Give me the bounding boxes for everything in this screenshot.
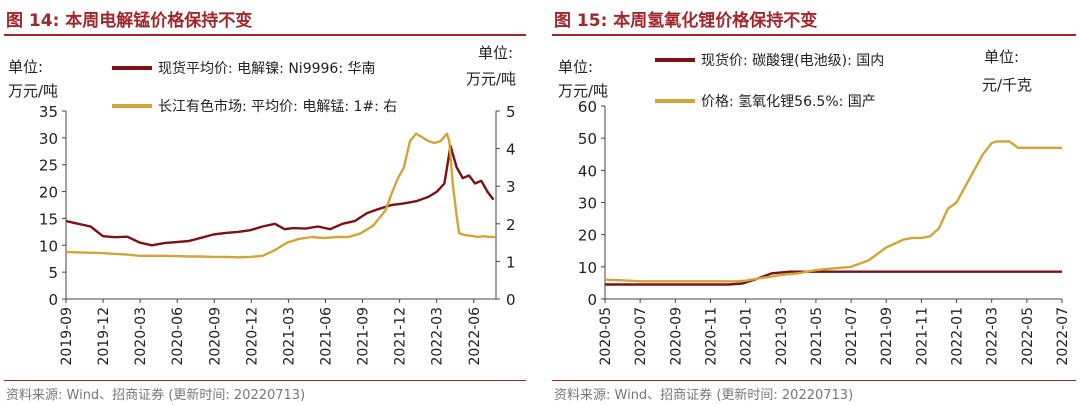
x-tick-label: 2021-12: [393, 307, 409, 366]
x-tick-label: 2022-07: [1055, 307, 1071, 366]
left-y-tick-label: 5: [48, 264, 58, 282]
x-tick-label: 2022-06: [467, 307, 483, 366]
left-y-tick-label: 30: [39, 130, 58, 148]
x-tick-label: 2020-06: [170, 307, 186, 366]
figure-15-source-rule: [552, 380, 1076, 381]
x-tick-label: 2021-05: [809, 307, 825, 366]
left-y-tick-label: 10: [578, 259, 597, 277]
x-tick-label: 2022-01: [950, 307, 966, 366]
x-tick-label: 2021-01: [739, 307, 755, 366]
left-y-tick-label: 15: [39, 210, 58, 228]
figure-15-title-rule: [552, 34, 1076, 36]
figure-15-chart: 单位: 万元/吨 单位: 元/千克 0 10 20 30 40 50 60 2020-05 20…: [558, 48, 1071, 366]
left-y-tick-label: 0: [48, 291, 58, 309]
left-unit-label-line2: 万元/吨: [8, 82, 58, 100]
left-y-tick-label: 10: [39, 237, 58, 255]
left-y-tick-label: 40: [578, 162, 597, 180]
right-unit-label-line1: 单位:: [984, 48, 1019, 66]
right-y-tick-label: 1: [506, 253, 516, 271]
figure-14-source-rule: [4, 380, 526, 381]
left-y-tick-label: 25: [39, 157, 58, 175]
x-tick-label: 2019-09: [59, 307, 75, 366]
legend-label-2: 长江有色市场: 平均价: 电解锰: 1#: 右: [158, 98, 397, 115]
x-tick-label: 2021-11: [914, 307, 930, 366]
x-tick-label: 2021-03: [774, 307, 790, 366]
left-y-tick-label: 35: [39, 103, 58, 121]
figure-14-panel: 图 14: 本周电解锰价格保持不变 单位: 万元/吨 单位: 万元/吨 0 5 10…: [0, 0, 530, 406]
right-unit-label-line2: 万元/吨: [466, 70, 516, 88]
left-y-tick-label: 30: [578, 195, 597, 213]
x-tick-label: 2020-09: [668, 307, 684, 366]
left-y-tick-label: 20: [39, 184, 58, 202]
right-unit-label-line1: 单位:: [478, 44, 513, 62]
figure-14-source: 资料来源: Wind、招商证券 (更新时间: 20220713): [6, 388, 306, 403]
figure-14-title-rule: [4, 34, 526, 36]
x-tick-label: 2021-09: [879, 307, 895, 366]
right-y-tick-label: 4: [506, 141, 516, 159]
left-unit-label-line2: 万元/吨: [558, 82, 608, 100]
figure-14-title: 图 14: 本周电解锰价格保持不变: [6, 11, 253, 31]
x-tick-label: 2020-11: [703, 307, 719, 366]
left-y-tick-label: 60: [578, 98, 597, 116]
legend-label-1: 现货平均价: 电解镍: Ni9996: 华南: [158, 60, 376, 77]
x-tick-label: 2020-05: [598, 307, 614, 366]
x-tick-label: 2020-12: [244, 307, 260, 366]
x-tick-label: 2022-03: [430, 307, 446, 366]
series-line-1: [65, 144, 495, 247]
x-tick-label: 2020-09: [207, 307, 223, 366]
right-y-tick-label: 3: [506, 178, 516, 196]
figure-14-chart: 单位: 万元/吨 单位: 万元/吨 0 5 10 15 20 25 30 35 0 1 2 3 4 5 20…: [8, 44, 516, 366]
legend-label-2: 价格: 氢氧化锂56.5%: 国产: [701, 94, 876, 110]
left-unit-label-line1: 单位:: [8, 58, 43, 76]
x-tick-label: 2019-12: [96, 307, 112, 366]
right-unit-label-line2: 元/千克: [982, 76, 1032, 94]
x-tick-label: 2020-07: [633, 307, 649, 366]
x-tick-label: 2021-09: [356, 307, 372, 366]
left-y-tick-label: 20: [578, 227, 597, 245]
left-y-tick-label: 0: [587, 291, 597, 309]
series-line-2: [65, 132, 496, 259]
x-tick-label: 2022-05: [1020, 307, 1036, 366]
series-line-2: [604, 140, 1062, 283]
left-y-tick-label: 50: [578, 130, 597, 148]
x-tick-label: 2021-06: [318, 307, 334, 366]
right-y-tick-label: 2: [506, 216, 516, 234]
right-y-tick-label: 5: [506, 103, 516, 121]
figure-15-source: 资料来源: Wind、招商证券 (更新时间: 20220713): [554, 388, 854, 403]
x-tick-label: 2020-03: [133, 307, 149, 366]
figure-15-panel: 图 15: 本周氢氧化锂价格保持不变 单位: 万元/吨 单位: 元/千克 0 10…: [548, 0, 1080, 406]
legend-label-1: 现货价: 碳酸锂(电池级): 国内: [701, 52, 884, 69]
right-y-tick-label: 0: [506, 291, 516, 309]
figure-15-title: 图 15: 本周氢氧化锂价格保持不变: [554, 11, 818, 31]
x-tick-label: 2022-03: [985, 307, 1001, 366]
series-line-1: [605, 270, 1062, 286]
x-tick-label: 2021-07: [844, 307, 860, 366]
left-unit-label-line1: 单位:: [558, 58, 593, 76]
x-tick-label: 2021-03: [281, 307, 297, 366]
